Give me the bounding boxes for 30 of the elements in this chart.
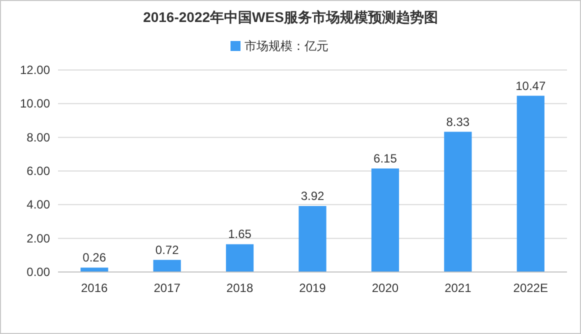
data-label: 1.65 [228,227,252,242]
y-tick-label: 2.00 [26,231,50,246]
data-label: 10.47 [516,78,546,93]
chart-title: 2016-2022年中国WES服务市场规模预测趋势图 [143,9,438,25]
x-tick-label: 2020 [372,281,399,295]
bar [226,244,254,272]
x-tick-label: 2016 [81,281,108,295]
data-label: 6.15 [374,151,398,166]
bar [80,268,108,272]
data-label: 0.26 [82,250,106,265]
y-tick-label: 0.00 [26,265,50,279]
data-label: 8.33 [446,114,470,129]
bar [516,96,544,272]
bar [153,260,181,272]
x-tick-label: 2021 [444,281,472,295]
bar [298,206,326,272]
bar [444,132,472,272]
y-tick-label: 4.00 [26,198,50,212]
y-tick-label: 8.00 [26,130,50,144]
data-label: 0.72 [155,242,180,257]
x-tick-label: 2019 [299,281,326,295]
x-tick-label: 2018 [226,281,254,295]
x-tick-label: 2017 [154,281,181,295]
y-tick-label: 10.00 [20,96,50,111]
y-tick-label: 6.00 [26,164,50,178]
bar [371,168,400,272]
y-tick-label: 12.00 [20,63,50,77]
x-tick-label: 2022E [513,281,548,295]
data-label: 3.92 [300,189,324,204]
legend-label: 市场规模：亿元 [244,39,328,53]
